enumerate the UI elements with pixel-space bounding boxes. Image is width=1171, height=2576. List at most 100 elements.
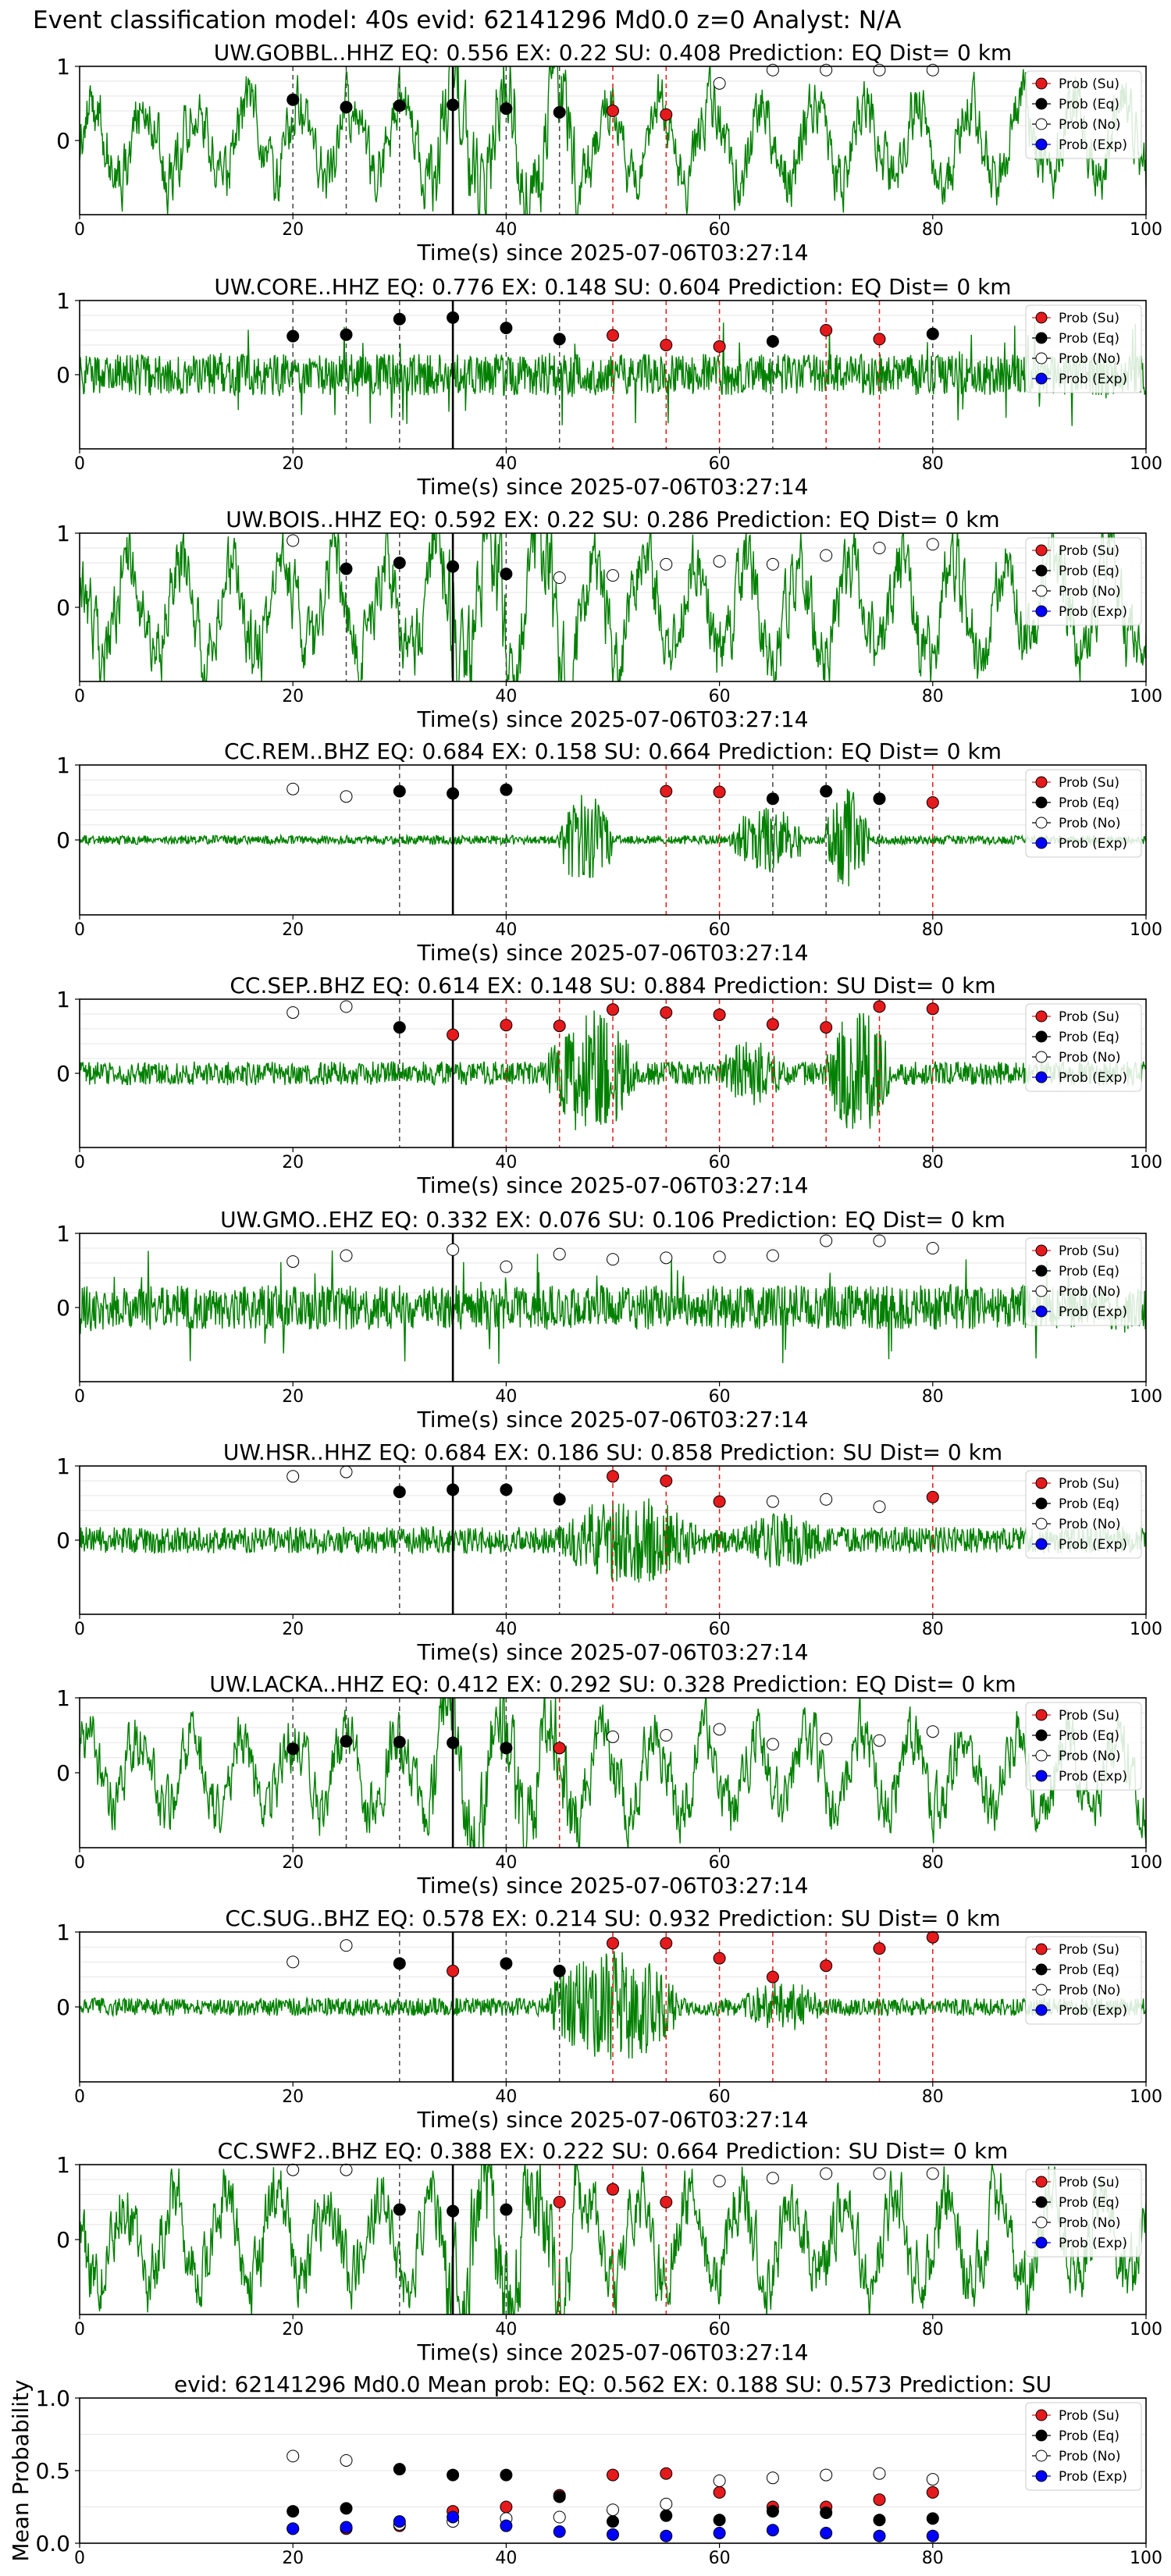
prob-marker-no: [873, 1734, 886, 1747]
x-tick-label: 40: [495, 687, 517, 706]
prob-marker-su: [553, 1019, 566, 1033]
prob-marker-no: [447, 1243, 460, 1256]
x-tick-label: 100: [1130, 2087, 1162, 2107]
legend-label: Prob (Su): [1059, 1942, 1119, 1958]
prob-marker-eq: [287, 329, 300, 343]
prob-marker-su: [766, 1018, 779, 1031]
x-tick-label: 40: [495, 1620, 517, 1639]
legend-marker-eq: [1035, 1497, 1048, 1510]
prob-marker-eq: [393, 785, 406, 798]
legend-label: Prob (Exp): [1059, 2469, 1127, 2485]
chart-title: UW.HSR..HHZ EQ: 0.684 EX: 0.186 SU: 0.85…: [223, 1439, 1002, 1465]
x-tick-label: 20: [282, 454, 304, 474]
legend: Prob (Su) Prob (Eq) Prob (No) Prob (Exp): [1025, 304, 1142, 393]
x-tick-label: 80: [922, 1153, 944, 1172]
legend-marker-su: [1035, 776, 1048, 788]
legend-marker-no: [1035, 1749, 1048, 1762]
prob-marker-eq: [393, 312, 406, 326]
prob-marker-eq: [340, 101, 353, 114]
x-tick-label: 40: [495, 1387, 517, 1407]
chart-title: UW.BOIS..HHZ EQ: 0.592 EX: 0.22 SU: 0.28…: [226, 507, 999, 532]
prob-marker-su: [607, 329, 619, 342]
mean-prob-marker-su: [873, 2493, 886, 2507]
legend-label: Prob (Su): [1059, 2408, 1119, 2424]
y-tick-label: 1: [56, 54, 70, 80]
prob-marker-eq: [500, 1483, 513, 1496]
prob-marker-eq: [393, 1485, 406, 1499]
legend-marker-su: [1035, 1244, 1048, 1257]
prob-marker-eq: [926, 327, 939, 340]
legend-box: [1025, 1470, 1142, 1559]
mean-prob-marker-no: [607, 2503, 619, 2517]
prob-marker-no: [926, 538, 939, 551]
prob-marker-no: [340, 1465, 353, 1478]
mean-prob-marker-no: [660, 2497, 673, 2510]
prob-marker-no: [713, 1723, 726, 1736]
prob-marker-no: [660, 1729, 673, 1742]
legend-label: Prob (Exp): [1059, 1070, 1127, 1086]
y-tick-label: 1: [56, 1453, 70, 1479]
prob-marker-eq: [500, 2203, 513, 2216]
prob-marker-su: [553, 1742, 566, 1755]
x-tick-label: 20: [282, 2087, 304, 2107]
prob-marker-su: [447, 1964, 460, 1977]
chart-panel-6: UW.GMO..EHZ EQ: 0.332 EX: 0.076 SU: 0.10…: [56, 1207, 1162, 1432]
prob-marker-eq: [873, 792, 886, 806]
prob-marker-no: [553, 571, 566, 584]
legend-marker-eq: [1035, 1265, 1048, 1277]
prob-marker-eq: [447, 787, 460, 800]
prob-marker-su: [660, 1475, 673, 1487]
x-tick-label: 0: [74, 2320, 85, 2339]
mean-prob-marker-eq: [500, 2468, 513, 2482]
x-tick-label: 20: [282, 220, 304, 240]
legend-label: Prob (Eq): [1059, 795, 1119, 811]
x-tick-label: 0: [74, 920, 85, 940]
y-tick-label: 0: [56, 2227, 70, 2253]
legend-label: Prob (Su): [1059, 76, 1119, 92]
x-tick-label: 100: [1130, 2549, 1162, 2568]
x-tick-label: 40: [495, 920, 517, 940]
y-tick-label: 1: [56, 288, 70, 314]
mean-prob-marker-exp: [660, 2529, 673, 2542]
x-tick-label: 80: [922, 2320, 944, 2339]
legend-label: Prob (Eq): [1059, 1728, 1119, 1744]
prob-marker-su: [553, 2196, 566, 2208]
chart-panel-9: CC.SUG..BHZ EQ: 0.578 EX: 0.214 SU: 0.93…: [56, 1905, 1162, 2133]
y-tick-label: 0: [56, 1760, 70, 1786]
prob-marker-no: [820, 1732, 833, 1745]
legend-label: Prob (Eq): [1059, 1962, 1119, 1978]
legend-label: Prob (Exp): [1059, 372, 1127, 387]
x-tick-label: 100: [1130, 220, 1162, 240]
legend-marker-su: [1035, 311, 1048, 324]
x-tick-label: 100: [1130, 920, 1162, 940]
x-tick-label: 100: [1130, 1620, 1162, 1639]
prob-marker-no: [926, 1242, 939, 1254]
x-tick-label: 0: [74, 1853, 85, 1873]
legend-marker-no: [1035, 1285, 1048, 1297]
x-tick-label: 60: [709, 2320, 731, 2339]
x-tick-label: 60: [709, 687, 731, 706]
y-tick-label: 0: [56, 595, 70, 621]
x-tick-label: 100: [1130, 1153, 1162, 1172]
prob-marker-no: [713, 555, 726, 568]
legend-marker-no: [1035, 1984, 1048, 1996]
legend-marker-eq: [1035, 1729, 1048, 1742]
x-tick-label: 40: [495, 2087, 517, 2107]
chart-panel-2: UW.CORE..HHZ EQ: 0.776 EX: 0.148 SU: 0.6…: [56, 274, 1162, 500]
mean-prob-marker-exp: [766, 2524, 779, 2537]
legend-marker-su: [1035, 2409, 1048, 2421]
x-tick-label: 100: [1130, 2320, 1162, 2339]
plot-area: [80, 999, 1146, 1147]
legend-marker-exp: [1035, 837, 1048, 849]
waveform-trace: [80, 1250, 1146, 1364]
prob-marker-su: [713, 340, 726, 353]
prob-marker-no: [926, 2167, 939, 2180]
prob-marker-no: [340, 1249, 353, 1262]
legend-label: Prob (Eq): [1059, 97, 1119, 112]
legend-label: Prob (No): [1059, 1517, 1121, 1532]
prob-marker-su: [926, 1930, 939, 1944]
legend-marker-exp: [1035, 372, 1048, 385]
prob-marker-eq: [766, 792, 779, 806]
x-tick-label: 80: [922, 687, 944, 706]
